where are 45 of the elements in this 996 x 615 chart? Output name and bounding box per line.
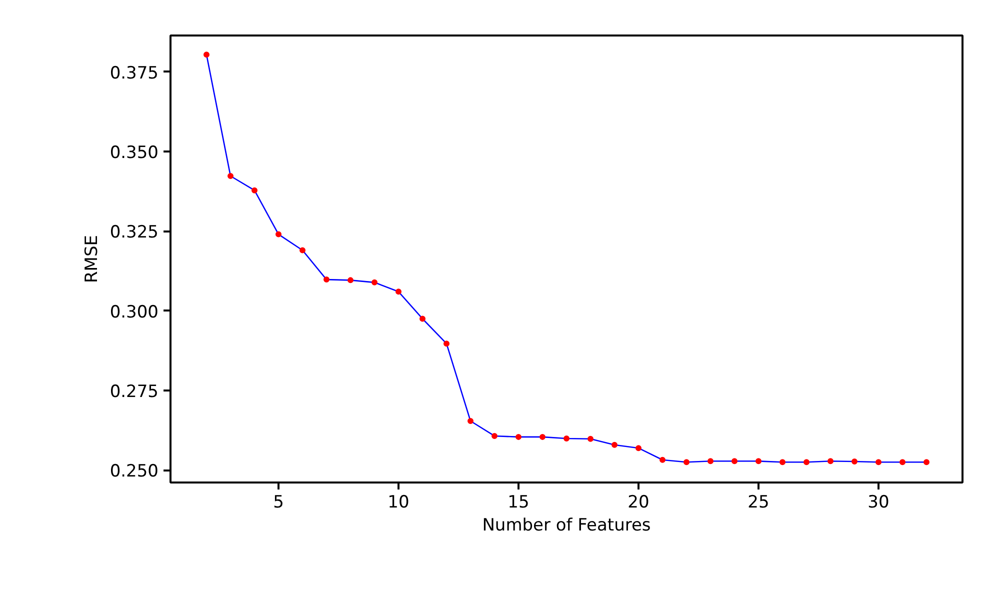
point (924, 459, 930, 466)
point (252, 187, 258, 194)
point (540, 434, 546, 440)
point (588, 436, 594, 442)
point (876, 459, 882, 466)
point (636, 445, 642, 452)
x-tick-label: 5 (273, 492, 284, 512)
point (492, 432, 498, 439)
point (300, 247, 306, 254)
point (516, 434, 522, 440)
point (828, 458, 834, 464)
point (228, 173, 234, 179)
point (324, 276, 330, 283)
point (468, 418, 474, 424)
x-tick-label: 25 (748, 492, 770, 512)
y-tick-label: 0.250 (110, 462, 159, 482)
point (612, 442, 618, 448)
point (684, 459, 690, 466)
x-tick-label: 10 (388, 492, 410, 512)
point (804, 459, 810, 466)
point (900, 459, 906, 466)
x-tick-label: 30 (868, 492, 890, 512)
point (372, 279, 378, 286)
y-tick-label: 0.375 (110, 63, 159, 84)
point (756, 458, 762, 464)
point (852, 458, 858, 464)
point (780, 459, 786, 466)
point (708, 458, 714, 464)
x-tick-label: 15 (508, 492, 530, 512)
point (204, 52, 210, 58)
y-axis-title: RMSE (82, 234, 102, 284)
point (732, 458, 738, 464)
point (396, 288, 402, 295)
y-tick-label: 0.275 (110, 382, 159, 402)
point (348, 277, 354, 284)
point (444, 340, 450, 347)
point (276, 231, 282, 238)
point (420, 316, 426, 322)
y-tick-label: 0.300 (110, 302, 159, 322)
y-tick-label: 0.325 (110, 222, 159, 243)
x-axis-title: Number of Features (482, 516, 651, 536)
point (660, 456, 666, 463)
x-tick-label: 20 (628, 492, 650, 512)
point (564, 436, 570, 442)
y-tick-label: 0.350 (110, 142, 159, 163)
